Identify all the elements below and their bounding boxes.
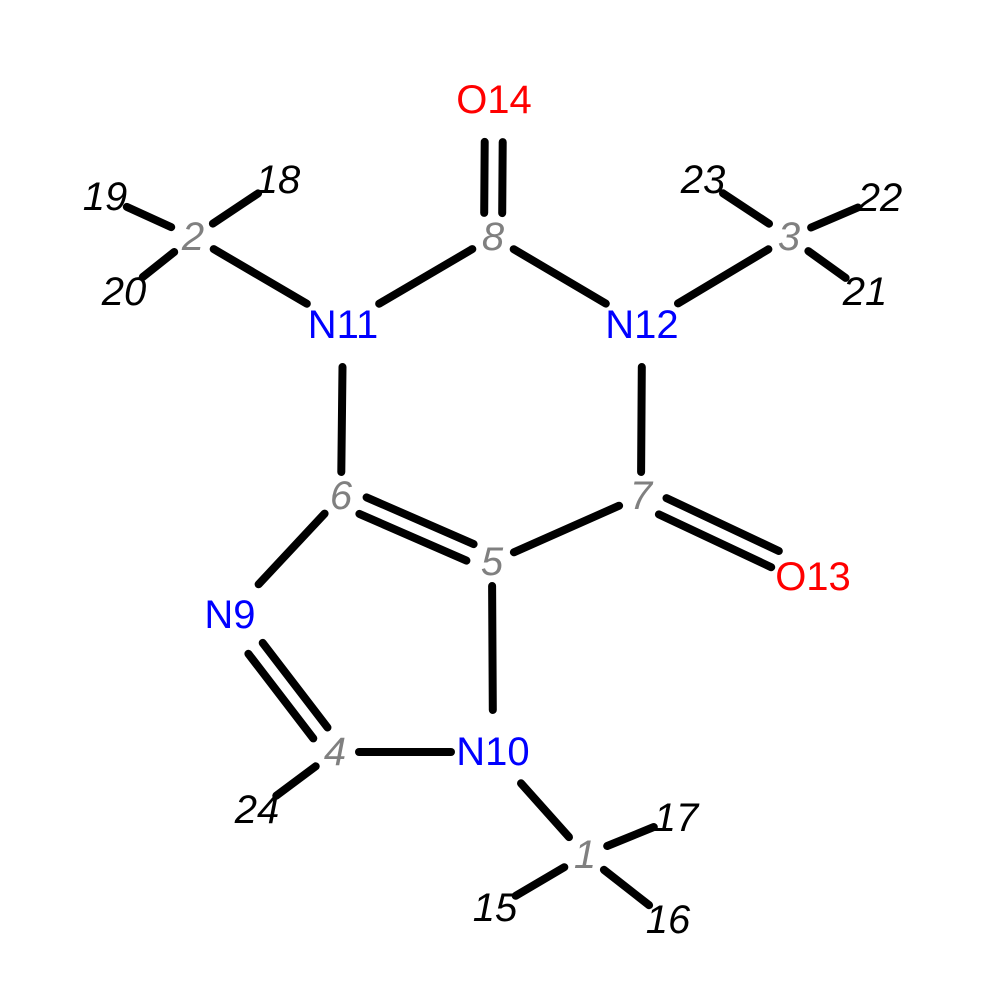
carbon-label: 4 xyxy=(324,730,346,774)
nitrogen-label: N11 xyxy=(308,303,378,347)
oxygen-label: O13 xyxy=(775,555,851,599)
carbon-label: 6 xyxy=(330,474,353,518)
bond-line xyxy=(127,207,171,227)
carbon-label: 2 xyxy=(181,215,204,259)
bond-line xyxy=(514,506,619,553)
bond-line xyxy=(607,827,654,846)
bond-line xyxy=(521,783,569,837)
bond-line xyxy=(214,249,307,304)
bond-line xyxy=(723,193,769,223)
nitrogen-label: N12 xyxy=(605,303,678,347)
hydrogen-label: 20 xyxy=(101,270,147,314)
bond-line xyxy=(341,367,342,472)
bond-line xyxy=(516,867,565,896)
hydrogen-label: 18 xyxy=(256,158,301,202)
bond-line xyxy=(484,142,485,213)
bond-line xyxy=(276,766,315,795)
hydrogen-label: 22 xyxy=(857,176,903,220)
bond-line xyxy=(379,249,472,304)
carbon-label: 8 xyxy=(482,215,505,259)
bond-line xyxy=(143,252,174,277)
hydrogen-label: 19 xyxy=(83,175,128,219)
hydrogen-label: 21 xyxy=(842,270,888,314)
bond-line xyxy=(259,514,325,585)
bond-line xyxy=(502,142,503,213)
bond-line xyxy=(604,870,649,905)
bond-line xyxy=(492,586,493,710)
hydrogen-label: 24 xyxy=(234,788,280,832)
hydrogen-label: 23 xyxy=(680,158,726,202)
nitrogen-label: N10 xyxy=(456,730,529,774)
hydrogen-label: 17 xyxy=(654,796,700,840)
carbon-label: 1 xyxy=(574,833,596,877)
bond-line xyxy=(811,208,858,228)
hydrogen-label: 15 xyxy=(473,886,518,930)
carbon-label: 3 xyxy=(778,215,800,259)
bond-line xyxy=(641,367,642,472)
atoms-layer: 12345678N9N10N11N12O13O14151617181920212… xyxy=(83,78,903,942)
bond-line xyxy=(678,249,768,303)
hydrogen-label: 16 xyxy=(646,898,691,942)
molecule-diagram: 12345678N9N10N11N12O13O14151617181920212… xyxy=(0,0,1000,1000)
carbon-label: 7 xyxy=(630,474,654,518)
nitrogen-label: N9 xyxy=(204,593,255,637)
carbon-label: 5 xyxy=(481,540,504,584)
bond-line xyxy=(808,251,845,278)
bond-line xyxy=(514,249,606,303)
bond-line xyxy=(213,193,258,223)
oxygen-label: O14 xyxy=(456,78,532,122)
